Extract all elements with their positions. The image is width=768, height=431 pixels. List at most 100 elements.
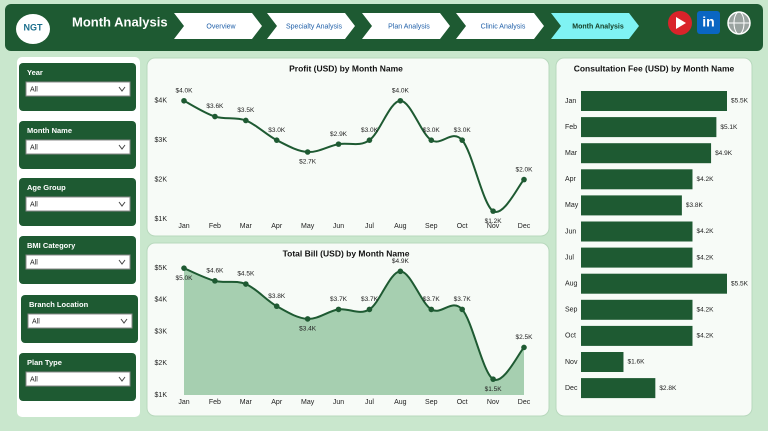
- point: [459, 306, 465, 313]
- filter-label: Age Group: [27, 183, 66, 192]
- data-label: $3.5K: [237, 107, 255, 114]
- y-tick-label: Dec: [565, 385, 578, 392]
- data-label: $4.0K: [176, 87, 194, 94]
- data-label: $4.0K: [392, 87, 410, 94]
- dropdown-arrow: [118, 259, 126, 265]
- bar: [581, 195, 682, 216]
- y-tick-label: $2K: [155, 176, 168, 183]
- y-tick-label: May: [565, 202, 579, 209]
- y-tick-label: Oct: [565, 333, 576, 340]
- nav-label: Plan Analysis: [388, 23, 430, 30]
- point: [459, 137, 465, 143]
- linkedin-text: in: [702, 14, 714, 30]
- nav-tab[interactable]: [456, 13, 544, 39]
- x-tick-label: Jun: [333, 223, 344, 230]
- bar: [581, 91, 727, 111]
- filter-dropdown[interactable]: [27, 313, 133, 329]
- bar: [581, 325, 693, 346]
- filter-dropdown[interactable]: [25, 81, 131, 97]
- bar: [581, 273, 727, 294]
- y-tick-label: $5K: [155, 265, 168, 272]
- dropdown-arrow: [118, 86, 126, 92]
- y-tick-label: Mar: [565, 150, 578, 157]
- point: [428, 137, 435, 143]
- x-tick-label: Feb: [209, 223, 221, 230]
- data-label: $5.5K: [731, 98, 749, 105]
- data-label: $2.7K: [299, 159, 317, 166]
- data-label: $3.0K: [454, 127, 472, 134]
- x-tick-label: Aug: [394, 223, 407, 230]
- y-tick-label: Feb: [565, 124, 577, 131]
- x-tick-label: May: [301, 223, 315, 230]
- nav-tab[interactable]: [551, 13, 639, 39]
- y-tick-label: $1K: [155, 216, 168, 223]
- point: [212, 113, 218, 120]
- point: [335, 306, 342, 313]
- point: [366, 306, 373, 313]
- data-label: $3.8K: [268, 293, 286, 300]
- x-tick-label: Nov: [487, 223, 500, 230]
- bar: [581, 352, 624, 372]
- data-label: $5.1K: [720, 124, 738, 131]
- filter-label: BMI Category: [27, 241, 76, 250]
- point: [243, 281, 249, 287]
- x-tick-label: Jan: [178, 223, 189, 230]
- x-tick-label: Aug: [394, 399, 407, 406]
- linkedin-icon[interactable]: [697, 11, 720, 34]
- x-tick-label: Feb: [209, 399, 221, 406]
- x-tick-label: Mar: [240, 399, 253, 406]
- data-label: $3.7K: [361, 296, 379, 303]
- nav-label: Overview: [206, 23, 236, 30]
- y-tick-label: Jan: [565, 98, 576, 105]
- x-tick-label: Mar: [240, 223, 253, 230]
- data-label: $3.7K: [423, 296, 441, 303]
- y-tick-label: Apr: [565, 176, 577, 183]
- point: [490, 376, 496, 382]
- y-tick-label: Jun: [565, 228, 576, 235]
- data-label: $2.5K: [516, 334, 534, 341]
- bar: [581, 299, 693, 320]
- filter-dropdown[interactable]: [25, 139, 131, 155]
- y-tick-label: $4K: [155, 98, 168, 105]
- x-tick-label: Dec: [518, 399, 531, 406]
- bar: [581, 247, 693, 268]
- data-label: $4.2K: [696, 228, 714, 235]
- data-label: $4.2K: [696, 176, 714, 183]
- filter-value: All: [30, 86, 38, 93]
- y-tick-label: $3K: [155, 328, 168, 335]
- data-label: $3.8K: [686, 202, 704, 209]
- nav-tab[interactable]: [174, 13, 262, 39]
- filter-dropdown[interactable]: [25, 196, 131, 212]
- nav-tab[interactable]: [267, 13, 355, 39]
- point: [335, 141, 342, 147]
- data-label: $4.2K: [696, 254, 714, 261]
- y-tick-label: Jul: [565, 254, 574, 261]
- filter-label: Year: [27, 68, 43, 77]
- x-tick-label: Sep: [425, 223, 438, 230]
- filter-value: All: [30, 376, 38, 383]
- point: [212, 278, 218, 284]
- data-label: $4.2K: [696, 333, 714, 340]
- point: [181, 97, 187, 104]
- data-label: $4.6K: [206, 268, 224, 275]
- data-label: $2.9K: [330, 131, 348, 138]
- y-tick-label: $3K: [155, 137, 168, 144]
- data-label: $2.8K: [659, 385, 677, 392]
- filter-dropdown[interactable]: [25, 371, 131, 387]
- point: [428, 306, 435, 313]
- bar: [581, 378, 656, 399]
- y-tick-label: Sep: [565, 307, 578, 314]
- data-label: $1.2K: [485, 218, 503, 225]
- dropdown-arrow: [118, 376, 126, 382]
- filter-dropdown[interactable]: [25, 254, 131, 270]
- nav-tab[interactable]: [362, 13, 450, 39]
- page-title: Month Analysis: [72, 14, 168, 29]
- data-label: $1.6K: [627, 359, 645, 366]
- bar: [581, 143, 712, 164]
- area: [184, 268, 524, 395]
- data-label: $2.0K: [516, 166, 534, 173]
- y-tick-label: $4K: [155, 297, 168, 304]
- data-label: $4.5K: [237, 271, 255, 278]
- point: [521, 344, 527, 351]
